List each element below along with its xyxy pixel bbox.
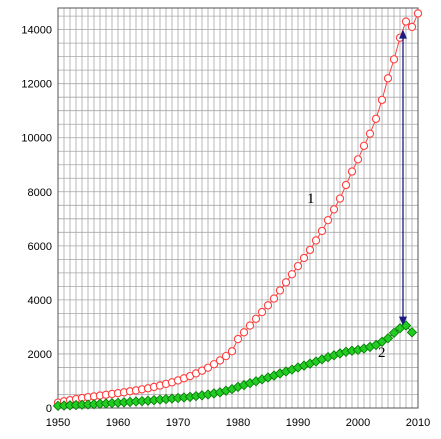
x-tick-label: 2010 <box>406 417 430 429</box>
series-2-label: 2 <box>378 345 386 361</box>
series-1-point <box>413 9 423 18</box>
series-1-point <box>311 236 321 245</box>
series-1-point <box>227 347 237 356</box>
series-1-point <box>263 301 273 310</box>
chart-grid <box>58 8 418 408</box>
series-1-point <box>347 167 357 176</box>
series-1-point <box>305 245 315 255</box>
arrow-head-bottom <box>399 316 407 326</box>
series-1-point <box>275 286 285 295</box>
series-1-point <box>233 334 243 344</box>
series-1-point <box>365 129 375 138</box>
y-tick-label: 0 <box>46 403 52 415</box>
series-1-point <box>341 180 351 190</box>
y-tick-label: 12000 <box>21 79 52 91</box>
plot-area <box>57 7 419 409</box>
series-1-point <box>293 261 303 271</box>
y-tick-label: 2000 <box>28 349 52 361</box>
series-2-point <box>406 327 418 338</box>
series-1-point <box>269 294 279 303</box>
series-1-point <box>251 314 261 323</box>
series-1-point <box>245 321 255 330</box>
series-1-point <box>401 17 411 26</box>
x-tick-label: 1970 <box>166 417 190 429</box>
y-tick-label: 4000 <box>28 295 52 307</box>
series-1-point <box>407 22 417 32</box>
series-1-point <box>221 351 231 361</box>
annotation-arrow <box>399 29 407 326</box>
series-1-point <box>389 55 399 64</box>
series-1-point <box>317 226 327 236</box>
y-tick-label: 8000 <box>28 187 52 199</box>
series-1-point <box>215 356 225 365</box>
series-1-point <box>203 363 213 372</box>
x-tick-label: 1980 <box>226 417 250 429</box>
series-1-point <box>257 307 267 317</box>
series-1-point <box>359 141 369 150</box>
x-tick-label: 1950 <box>46 417 70 429</box>
y-tick-label: 6000 <box>28 241 52 253</box>
series-2-point <box>388 327 400 339</box>
series-1-point <box>377 95 387 105</box>
series-1-point <box>329 205 339 214</box>
x-axis: 1950 1960 1970 1980 1990 2000 2010 <box>46 417 430 429</box>
x-tick-label: 2000 <box>346 417 370 429</box>
series-1-point <box>383 74 393 83</box>
series-1-point <box>323 216 333 225</box>
series-1-label: 1 <box>307 191 315 207</box>
series-1-point <box>299 253 309 263</box>
series-2 <box>52 320 418 412</box>
series-1-point <box>335 194 345 203</box>
series-1-point <box>287 270 297 279</box>
x-tick-label: 1990 <box>286 417 310 429</box>
arrow-head-top <box>399 29 407 39</box>
series-1-point <box>239 328 249 337</box>
series-2-point <box>382 333 394 344</box>
series-1-point <box>371 114 381 123</box>
series-1-point <box>209 360 219 369</box>
y-tick-label: 10000 <box>21 133 52 145</box>
series-1 <box>53 9 423 407</box>
x-tick-label: 1960 <box>106 417 130 429</box>
series-1-point <box>353 155 363 164</box>
series-1-point <box>281 278 291 287</box>
y-tick-label: 14000 <box>21 25 52 37</box>
y-axis: 0 2000 4000 6000 8000 10000 12000 14000 <box>21 25 52 415</box>
